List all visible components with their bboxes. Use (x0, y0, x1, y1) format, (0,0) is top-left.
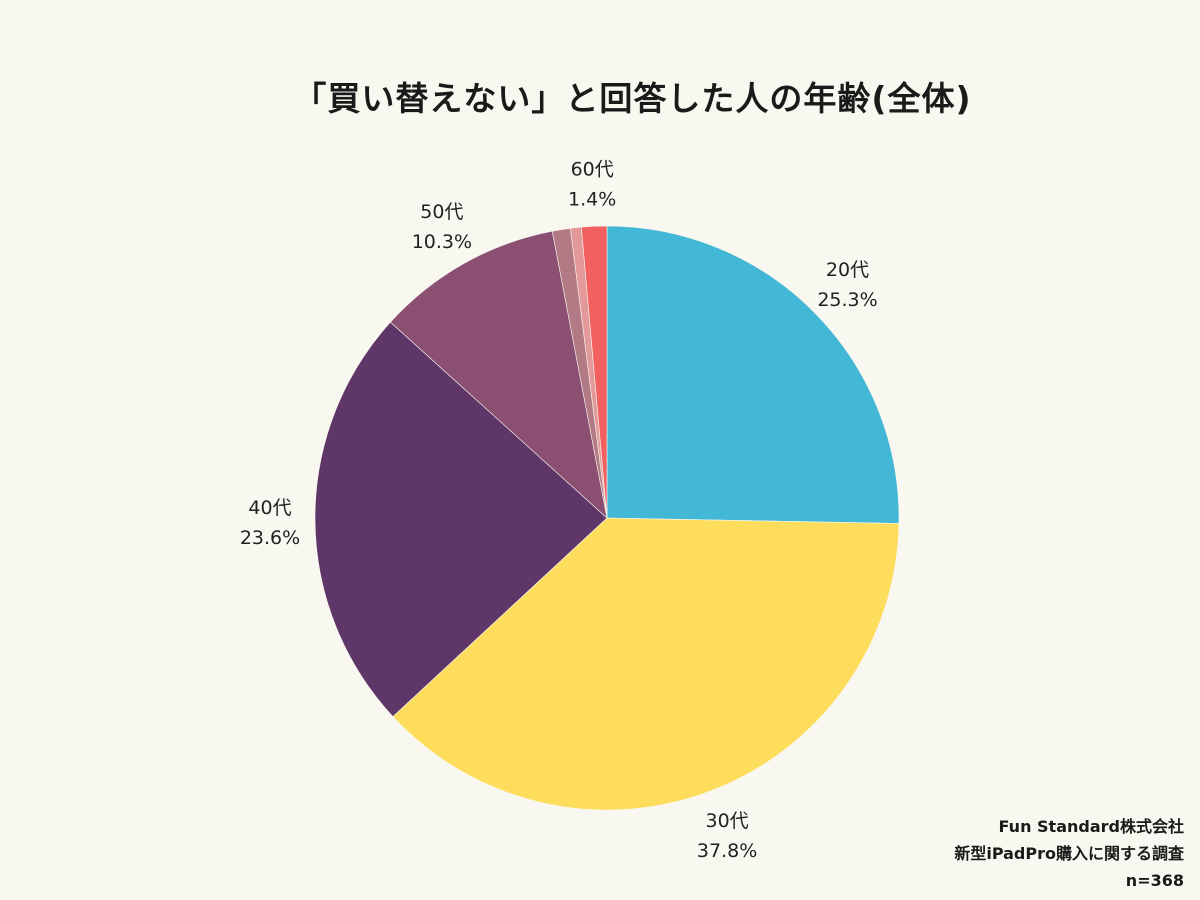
footer-credit: Fun Standard株式会社 新型iPadPro購入に関する調査 n=368 (954, 813, 1184, 894)
slice-label-50代: 50代 10.3% (412, 201, 472, 253)
pie-slices (314, 225, 900, 811)
pie-slice-50代 (389, 230, 608, 519)
slice-category-label: 40代 (248, 497, 291, 519)
slice-label-40代: 40代 23.6% (240, 497, 300, 549)
chart-title: 「買い替えない」と回答した人の年齢(全体) (293, 79, 972, 118)
slice-category-label: 20代 (826, 259, 869, 281)
slice-label-20代: 20代 25.3% (817, 259, 877, 311)
slice-category-label: 60代 (571, 158, 614, 180)
slice-label-30代: 30代 37.8% (697, 810, 757, 862)
pie-slice-60代 (581, 225, 608, 519)
survey-name: 新型iPadPro購入に関する調査 (954, 844, 1184, 863)
slice-percent-label: 1.4% (568, 188, 616, 210)
pie-labels: 20代 25.3% 30代 37.8% 40代 23.6% 50代 10.3% 60代 1.4% (240, 158, 878, 862)
slice-category-label: 30代 (706, 810, 749, 832)
slice-label-60代: 60代 1.4% (568, 158, 616, 210)
pie-slice-40代 (314, 321, 608, 717)
slice-percent-label: 25.3% (817, 289, 877, 311)
pie-slice-30代 (392, 517, 900, 811)
sample-size: n=368 (1125, 871, 1184, 890)
pie-slice-20代 (606, 225, 900, 524)
slice-percent-label: 37.8% (697, 840, 757, 862)
slice-percent-label: 23.6% (240, 527, 300, 549)
slice-category-label: 50代 (420, 201, 463, 223)
company-name: Fun Standard株式会社 (998, 817, 1184, 836)
slice-percent-label: 10.3% (412, 231, 472, 253)
